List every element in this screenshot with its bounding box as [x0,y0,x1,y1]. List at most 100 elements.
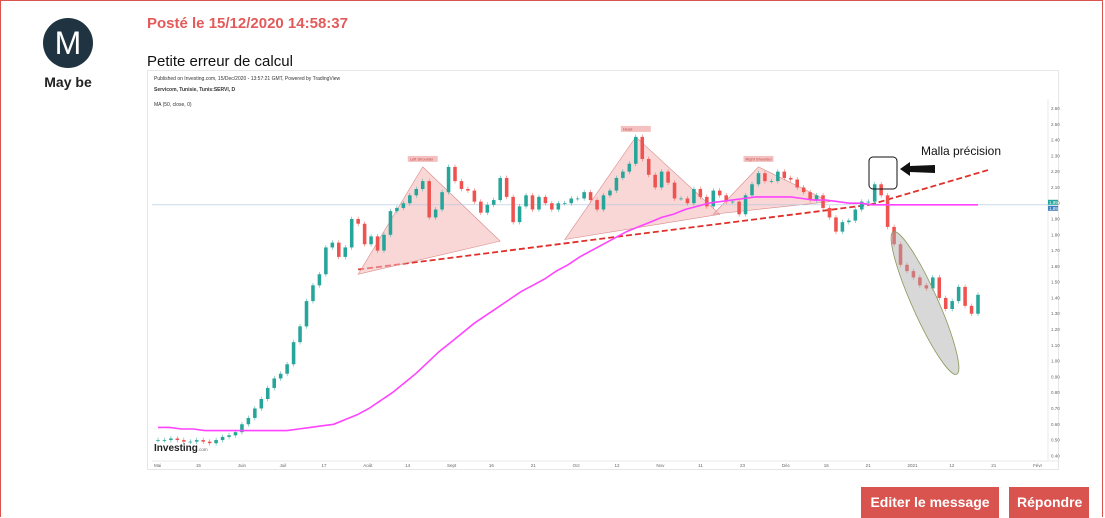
pattern-triangle [564,136,721,240]
candle [937,275,942,301]
candle-body [459,181,464,189]
x-tick-label: 11 [698,463,703,468]
y-tick-label: 0.60 [1051,422,1060,427]
pattern-label-box [407,155,438,162]
candle [427,178,431,220]
candle-body [246,417,251,425]
candle [918,275,922,288]
candle-body [872,184,877,202]
candle-body [414,189,419,196]
candle-body [782,171,787,178]
y-tick-label: 0.90 [1051,374,1060,379]
avatar[interactable]: M [43,18,93,68]
candle [782,169,787,181]
pattern-label-box [743,155,774,162]
candle-body [743,195,748,215]
reply-button[interactable]: Répondre [1009,487,1089,518]
candle [788,175,793,182]
candle-body [227,435,231,437]
y-tick-label: 2.20 [1051,169,1060,174]
candle [472,188,477,204]
candle-body [963,286,967,306]
candle [517,204,522,225]
y-tick-label: 1.10 [1051,343,1060,348]
candle [872,181,877,204]
x-tick-label: Juil [280,463,287,468]
candle-body [556,203,561,210]
candle-body [362,223,367,245]
y-tick-label: 1.70 [1051,248,1060,253]
candle-body [595,200,599,210]
candle-body [685,198,690,204]
author-name[interactable]: May be [44,74,92,90]
candle [498,175,502,203]
candle-body [821,195,825,208]
candle [459,178,464,192]
candle [582,189,586,201]
candle [395,205,399,214]
candle [646,156,651,178]
candle-body [601,195,606,210]
candle [737,199,741,217]
candle-body [885,195,890,227]
candle [550,200,554,212]
candle [698,186,703,200]
candle-body [479,201,483,213]
candle-body [905,264,909,272]
candle-body [866,201,871,203]
candle-body [491,200,496,205]
candle-body [259,399,264,409]
chart-image: Published on Investing.com, 15/Dec/2020 … [147,70,1060,470]
candle-body [569,198,574,204]
price-tag-label: 1.89 [1049,206,1058,211]
candle [453,164,457,184]
candle-body [808,192,812,201]
candle-body [298,326,302,343]
neckline-extension [869,169,989,206]
candle-body [950,301,954,309]
candle [911,268,916,280]
candle-body [711,190,716,207]
candle-body [240,424,244,433]
candle [194,437,199,444]
pattern-label: Left Shoulder [410,156,434,161]
candle-body [679,198,683,200]
candle [569,196,574,206]
candle-body [530,195,535,210]
candle-body [194,440,199,442]
edit-message-button[interactable]: Editer le message [861,487,999,518]
y-tick-label: 0.70 [1051,406,1060,411]
candle-body [769,181,774,182]
candle-body [750,184,754,196]
candle-body [472,190,477,202]
candle [627,161,632,174]
candle-body [207,441,212,444]
candle-body [666,171,670,183]
candle-body [440,192,444,210]
candle [608,188,612,198]
y-tick-label: 2.50 [1051,122,1060,127]
candle-body [659,171,664,188]
candle-body [356,219,360,224]
candle [272,376,276,391]
candle-body [898,244,903,265]
candle [511,194,515,225]
candle [291,339,296,367]
candle [214,437,218,446]
candle-body [860,201,864,210]
price-tag [1048,199,1058,205]
candle-body [485,204,490,213]
candle-body [382,234,386,251]
candle [337,240,341,260]
candle-body [453,166,457,182]
candle-body [278,373,283,379]
candle [349,216,354,250]
x-tick-label: 16 [489,463,495,468]
candle [679,196,683,201]
x-tick-label: 21 [531,463,537,468]
x-tick-label: 12 [949,463,955,468]
candle-body [795,179,799,188]
neckline [358,203,871,271]
candle [892,224,896,247]
candle [278,371,283,381]
